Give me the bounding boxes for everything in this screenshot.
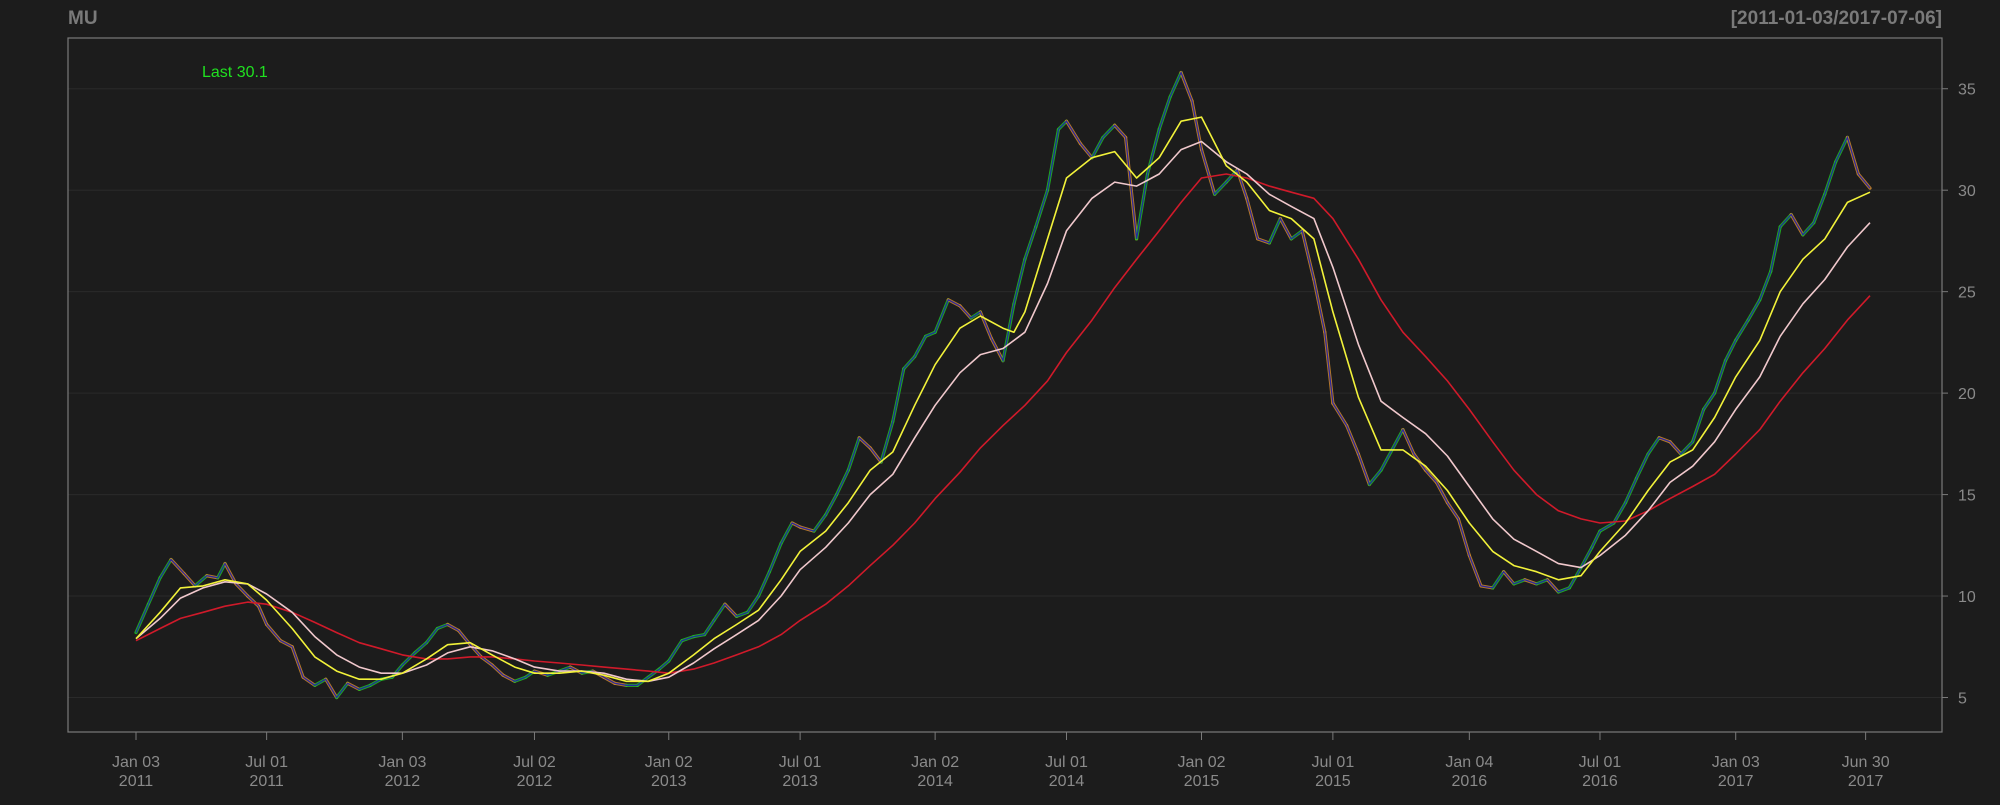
y-tick-label: 35 [1958,82,1976,99]
x-tick-label: Jan 04 [1445,754,1493,771]
x-tick-label: Jul 01 [1312,754,1355,771]
x-tick-year: 2013 [651,773,687,790]
ma-slow-line [135,173,1871,675]
plot-frame [67,37,1943,733]
price-series-line [135,70,1871,699]
ma-mid-line [135,140,1871,683]
x-tick-year: 2017 [1848,773,1884,790]
last-price-label: Last 30.1 [202,64,268,81]
x-tick-year: 2016 [1452,773,1488,790]
x-tick-year: 2016 [1582,773,1618,790]
x-tick-year: 2014 [917,773,953,790]
y-tick-label: 10 [1958,589,1976,606]
x-tick-label: Jul 01 [1579,754,1622,771]
y-tick-label: 25 [1958,285,1976,302]
y-axis: 5 10 15 20 25 30 35 [1942,82,1976,708]
x-tick-label: Jan 02 [645,754,693,771]
x-tick-year: 2012 [385,773,421,790]
ma-fast-line [135,116,1871,683]
x-tick-year: 2013 [782,773,818,790]
x-tick-label: Jun 30 [1842,754,1890,771]
series-layer [134,70,1872,700]
x-tick-label: Jul 01 [245,754,288,771]
y-tick-label: 5 [1958,691,1967,708]
x-tick-year: 2017 [1718,773,1754,790]
x-tick-year: 2011 [249,773,284,790]
x-tick-label: Jul 01 [1045,754,1088,771]
x-tick-year: 2015 [1184,773,1220,790]
chart-title: MU [68,8,98,29]
x-tick-year: 2014 [1049,773,1085,790]
y-tick-label: 20 [1958,386,1976,403]
y-tick-label: 15 [1958,488,1976,505]
x-axis: Jan 03 2011 Jul 01 2011 Jan 03 2012 Jul 02 2012… [112,732,1890,790]
x-tick-year: 2015 [1315,773,1351,790]
x-tick-label: Jan 02 [1177,754,1225,771]
x-tick-label: Jan 03 [378,754,426,771]
x-tick-label: Jan 02 [911,754,959,771]
x-tick-year: 2011 [119,773,154,790]
x-tick-label: Jan 03 [112,754,160,771]
x-tick-label: Jul 01 [779,754,822,771]
chart-date-range: [2011-01-03/2017-07-06] [1730,8,1942,29]
x-tick-label: Jul 02 [513,754,556,771]
x-tick-year: 2012 [517,773,553,790]
grid-layer [68,88,1942,699]
x-tick-label: Jan 03 [1712,754,1760,771]
y-tick-label: 30 [1958,183,1976,200]
